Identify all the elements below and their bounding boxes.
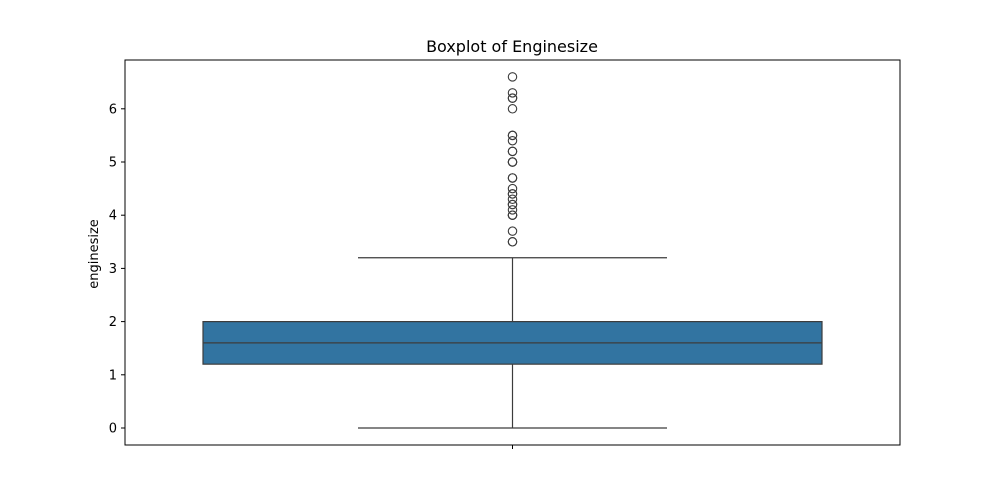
chart-title: Boxplot of Enginesize bbox=[426, 37, 598, 56]
outlier-point bbox=[507, 210, 518, 220]
outlier-point bbox=[507, 194, 518, 204]
y-tick-label: 3 bbox=[109, 262, 117, 277]
outlier-point bbox=[507, 199, 518, 210]
outlier-point bbox=[507, 93, 518, 103]
outlier-point bbox=[507, 146, 518, 157]
outlier-point bbox=[507, 72, 518, 82]
outlier-point bbox=[507, 183, 518, 194]
outlier-point bbox=[507, 135, 518, 146]
outlier-point bbox=[507, 226, 518, 236]
outlier-point bbox=[507, 205, 518, 215]
outlier-point bbox=[507, 189, 518, 199]
outlier-point bbox=[507, 104, 518, 114]
plot-area bbox=[202, 72, 823, 429]
outlier-point bbox=[507, 173, 518, 183]
y-tick-label: 6 bbox=[109, 102, 117, 117]
outlier-point bbox=[507, 88, 518, 98]
y-tick-label: 0 bbox=[109, 422, 117, 437]
outlier-point bbox=[507, 237, 518, 247]
y-tick-label: 2 bbox=[109, 315, 117, 330]
y-axis-label: enginesize bbox=[87, 219, 102, 289]
y-tick-label: 1 bbox=[109, 368, 117, 383]
outlier-point bbox=[507, 130, 518, 141]
outlier-point bbox=[507, 157, 518, 167]
y-tick-label: 5 bbox=[109, 156, 117, 171]
y-tick-label: 4 bbox=[109, 209, 117, 224]
